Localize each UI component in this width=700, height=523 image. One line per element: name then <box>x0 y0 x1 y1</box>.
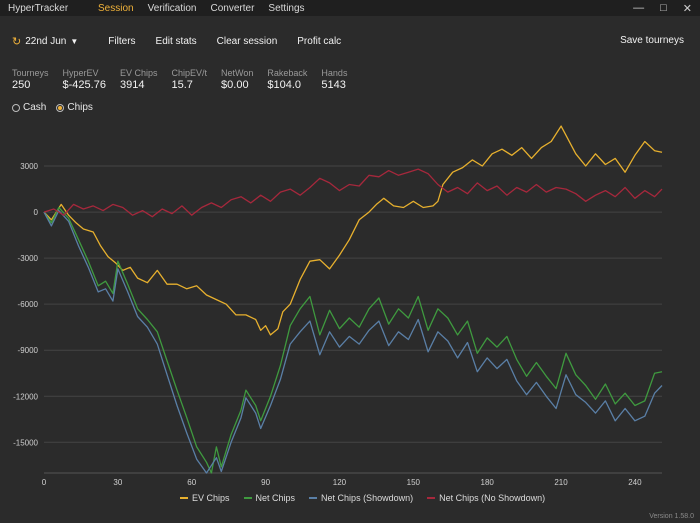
x-tick-label: 30 <box>113 478 122 487</box>
version-label: Version 1.58.0 <box>649 513 694 520</box>
legend-item-no-showdown[interactable]: Net Chips (No Showdown) <box>427 493 545 503</box>
legend-label: Net Chips (No Showdown) <box>439 493 546 503</box>
app-title: HyperTracker <box>8 2 69 14</box>
edit-stats-button[interactable]: Edit stats <box>155 35 197 47</box>
y-tick-label: -6000 <box>18 300 39 309</box>
clear-session-button[interactable]: Clear session <box>216 35 278 47</box>
stat-label: Tourneys <box>12 68 49 78</box>
legend-label: Net Chips <box>255 493 296 503</box>
refresh-icon[interactable]: ↻ <box>12 35 22 48</box>
stat-label: NetWon <box>221 68 254 78</box>
legend-label: Net Chips (Showdown) <box>321 493 414 503</box>
legend-swatch <box>243 497 252 499</box>
stat-value: 3914 <box>119 79 145 91</box>
y-tick-label: -3000 <box>18 254 39 263</box>
series-line-net-chips-no-showdown <box>43 168 663 218</box>
radio-dot <box>56 103 65 112</box>
stat-label: Rakeback <box>267 68 308 78</box>
stat-value: 15.7 <box>171 79 193 91</box>
stat-label: ChipEV/t <box>171 68 208 78</box>
menu-settings[interactable]: Settings <box>268 2 305 14</box>
y-tick-label: -15000 <box>13 438 38 447</box>
stat-label: Hands <box>321 68 348 78</box>
legend-swatch <box>427 497 436 499</box>
menu-converter[interactable]: Converter <box>210 2 255 14</box>
minimize-icon[interactable]: — <box>633 2 645 14</box>
date-selector[interactable]: ↻ 22nd Jun ▼ <box>12 35 78 48</box>
x-tick-label: 90 <box>261 478 270 487</box>
maximize-icon[interactable]: □ <box>660 2 667 14</box>
legend-item-net-chips[interactable]: Net Chips <box>243 493 296 503</box>
stat-hands: Hands 5143 <box>321 68 347 91</box>
stats-bar: Tourneys 250 HyperEV $-425.76 EV Chips 3914… <box>12 68 347 91</box>
stat-label: HyperEV <box>62 68 99 78</box>
x-tick-label: 240 <box>628 478 642 487</box>
stat-chipev: ChipEV/t 15.7 <box>172 68 208 91</box>
title-bar: HyperTracker Session Verification Conver… <box>0 0 700 16</box>
chips-radio[interactable]: Chips <box>56 102 93 113</box>
x-tick-label: 60 <box>187 478 196 487</box>
radio-dot <box>12 103 20 112</box>
date-label: 22nd Jun <box>25 35 67 47</box>
legend-label: EV Chips <box>192 493 230 503</box>
y-tick-label: -9000 <box>18 346 39 355</box>
legend-item-ev-chips[interactable]: EV Chips <box>180 493 230 503</box>
menu-session[interactable]: Session <box>98 2 134 14</box>
legend-swatch <box>180 497 188 499</box>
mode-radio-group: Cash Chips <box>12 102 93 113</box>
stat-netwon: NetWon $0.00 <box>221 68 253 91</box>
y-tick-label: 3000 <box>20 162 38 171</box>
stat-value: $-425.76 <box>62 79 106 91</box>
window-controls: — □ ✕ <box>633 0 692 16</box>
legend-item-showdown[interactable]: Net Chips (Showdown) <box>309 493 413 503</box>
chevron-down-icon: ▼ <box>70 36 79 46</box>
stat-value: 5143 <box>321 79 346 91</box>
cash-label: Cash <box>23 102 47 113</box>
series-line-net-chips-showdown <box>43 209 663 474</box>
stat-value: $0.00 <box>221 79 249 91</box>
save-tourneys-button[interactable]: Save tourneys <box>620 35 684 46</box>
x-tick-label: 120 <box>333 478 347 487</box>
toolbar: ↻ 22nd Jun ▼ Filters Edit stats Clear se… <box>0 30 700 52</box>
x-tick-label: 0 <box>42 478 47 487</box>
series-line-net-chips <box>43 206 663 474</box>
series-line-ev-chips <box>43 125 663 336</box>
stat-ev-chips: EV Chips 3914 <box>120 68 158 91</box>
filters-button[interactable]: Filters <box>108 35 136 47</box>
stat-hyperev: HyperEV $-425.76 <box>63 68 106 91</box>
main-menu: Session Verification Converter Settings <box>98 3 305 14</box>
legend-swatch <box>309 497 318 499</box>
cash-radio[interactable]: Cash <box>12 102 46 113</box>
x-tick-label: 150 <box>407 478 421 487</box>
y-tick-label: -12000 <box>13 392 38 401</box>
chart-legend: EV Chips Net Chips Net Chips (Showdown) … <box>180 493 545 503</box>
chips-label: Chips <box>67 102 93 113</box>
stat-value: 250 <box>12 79 31 91</box>
stat-tourneys: Tourneys 250 <box>12 68 49 91</box>
stat-rakeback: Rakeback $104.0 <box>267 68 307 91</box>
stat-label: EV Chips <box>119 68 158 78</box>
x-tick-label: 180 <box>481 478 495 487</box>
y-tick-label: 0 <box>34 208 39 217</box>
x-tick-label: 210 <box>554 478 568 487</box>
close-icon[interactable]: ✕ <box>682 2 692 15</box>
stat-value: $104.0 <box>267 79 302 91</box>
menu-verification[interactable]: Verification <box>147 2 197 14</box>
profit-calc-button[interactable]: Profit calc <box>297 35 342 47</box>
